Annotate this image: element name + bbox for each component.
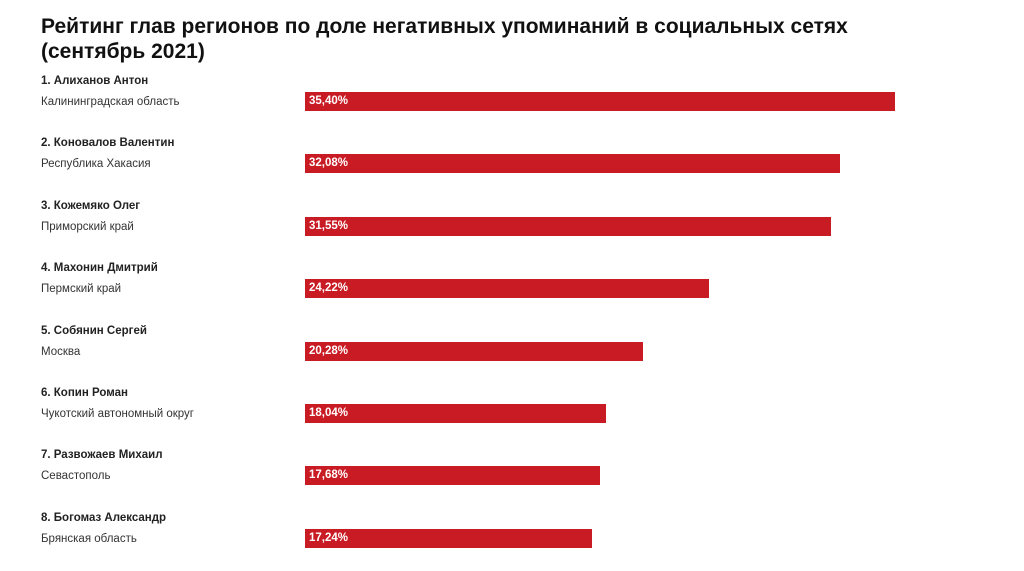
chart-title: Рейтинг глав регионов по доле негативных… — [41, 15, 848, 63]
region-name: Калининградская область — [41, 96, 180, 108]
governor-name: 2. Коновалов Валентин — [41, 137, 175, 150]
ranking-row: 1. Алиханов Антон Калининградская област… — [0, 72, 1024, 134]
value-label: 17,24% — [309, 531, 349, 544]
value-label: 20,28% — [309, 344, 349, 357]
governor-name: 4. Махонин Дмитрий — [41, 262, 158, 275]
region-name: Брянская область — [41, 532, 137, 545]
value-label: 31,55% — [309, 219, 349, 232]
value-bar: 35,40% — [305, 92, 895, 111]
region-name: Москва — [41, 345, 81, 358]
value-bar: 24,22% — [305, 279, 709, 299]
value-bar: 18,04% — [305, 403, 606, 423]
region-name: Республика Хакасия — [41, 158, 151, 171]
region-name: Пермский край — [41, 283, 122, 296]
value-label: 24,22% — [309, 282, 349, 295]
ranking-row: 7. Развожаев Михаил Севастополь 17,68% — [0, 446, 1024, 508]
value-label: 17,68% — [309, 469, 349, 482]
governor-name: 5. Собянин Сергей — [41, 324, 147, 337]
value-bar: 32,08% — [305, 154, 840, 174]
value-bar: 20,28% — [305, 341, 643, 361]
governor-name: 1. Алиханов Антон — [41, 75, 149, 87]
ranking-row: 3. Кожемяко Олег Приморский край 31,55% — [0, 197, 1024, 259]
value-label: 35,40% — [309, 95, 349, 107]
value-label: 32,08% — [309, 157, 349, 170]
ranking-row: 5. Собянин Сергей Москва 20,28% — [0, 322, 1024, 384]
ranking-row: 4. Махонин Дмитрий Пермский край 24,22% — [0, 259, 1024, 321]
governor-name: 7. Развожаев Михаил — [41, 449, 163, 462]
value-bar: 17,24% — [305, 528, 593, 548]
governor-name: 3. Кожемяко Олег — [41, 199, 141, 212]
ranking-row: 8. Богомаз Александр Брянская область 17… — [0, 509, 1024, 571]
governor-name: 8. Богомаз Александр — [41, 511, 167, 524]
region-name: Чукотский автономный округ — [41, 407, 194, 420]
value-bar: 31,55% — [305, 216, 831, 236]
ranking-row: 6. Копин Роман Чукотский автономный окру… — [0, 384, 1024, 446]
value-label: 18,04% — [309, 406, 349, 419]
ranking-list: 1. Алиханов Антон Калининградская област… — [0, 72, 1024, 571]
region-name: Приморский край — [41, 220, 134, 233]
value-bar: 17,68% — [305, 466, 600, 486]
region-name: Севастополь — [41, 470, 111, 483]
governor-name: 6. Копин Роман — [41, 386, 128, 399]
ranking-row: 2. Коновалов Валентин Республика Хакасия… — [0, 134, 1024, 196]
